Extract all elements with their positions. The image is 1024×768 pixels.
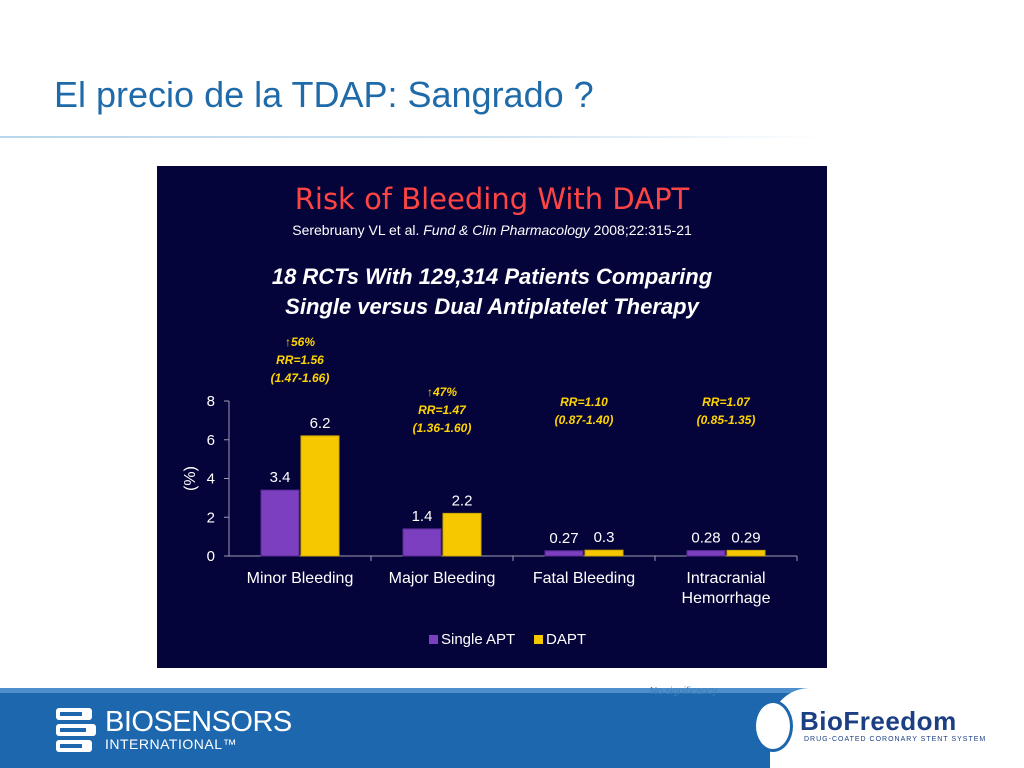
bar-value-label: 0.29 xyxy=(731,529,760,546)
bar-value-label: 6.2 xyxy=(310,415,331,432)
product-logo-subtitle: DRUG-COATED CORONARY STENT SYSTEM xyxy=(804,736,987,743)
slide-title: El precio de la TDAP: Sangrado ? xyxy=(54,74,594,115)
x-category-label: Minor Bleeding xyxy=(247,570,354,587)
subtitle-line-2: Single versus Dual Antiplatelet Therapy xyxy=(285,294,699,319)
rr-annotation-text: ↑56% xyxy=(285,335,315,349)
biosensors-logo-icon xyxy=(56,708,96,752)
y-tick-label: 6 xyxy=(207,432,215,449)
bar-single-apt xyxy=(686,550,726,557)
chart-panel: Risk of Bleeding With DAPT Serebruany VL… xyxy=(157,166,827,668)
footer-logo-area xyxy=(770,688,1024,768)
bar-value-label: 0.3 xyxy=(594,529,615,546)
legend-label: Single APT xyxy=(441,631,515,648)
footer-circle-decoration xyxy=(753,700,793,752)
rr-annotation-text: RR=1.10 xyxy=(560,395,608,409)
x-category-label: Major Bleeding xyxy=(389,570,496,587)
legend-swatch-single-apt xyxy=(429,635,438,644)
brand-name: BIOSENSORS xyxy=(105,706,292,738)
title-divider xyxy=(0,136,830,138)
bar-single-apt xyxy=(402,528,442,557)
bar-value-label: 3.4 xyxy=(270,469,291,486)
y-axis-label: (%) xyxy=(182,466,199,491)
bleeding-bar-chart: 0 2 4 6 8 (%) 3.4 6.2 Minor Bleeding ↑56% RR=1.56 (… xyxy=(182,335,798,648)
citation-ref: 2008;22:315-21 xyxy=(589,222,692,238)
footer-stripe xyxy=(0,688,1024,693)
bar-dapt xyxy=(300,435,340,557)
bar-value-label: 0.27 xyxy=(549,530,578,547)
citation-author: Serebruany VL et al. xyxy=(292,222,424,238)
rr-annotation-text: (0.87-1.40) xyxy=(555,413,614,427)
bar-single-apt xyxy=(544,550,584,557)
x-category-label: Fatal Bleeding xyxy=(533,570,635,587)
bar-value-label: 0.28 xyxy=(691,530,720,547)
footnote-ghost: No significancy xyxy=(650,686,718,697)
bar-value-label: 1.4 xyxy=(412,508,433,525)
y-tick-label: 2 xyxy=(207,509,215,526)
citation: Serebruany VL et al. Fund & Clin Pharmac… xyxy=(157,222,827,238)
rr-annotation-text: RR=1.07 xyxy=(702,395,751,409)
bar-value-label: 2.2 xyxy=(452,492,473,509)
rr-annotation-text: (0.85-1.35) xyxy=(697,413,756,427)
y-tick-label: 8 xyxy=(207,393,215,410)
citation-journal: Fund & Clin Pharmacology xyxy=(423,222,590,238)
bar-dapt xyxy=(584,549,624,557)
rr-annotation-text: ↑47% xyxy=(427,385,457,399)
y-tick-label: 4 xyxy=(207,471,215,488)
panel-title: Risk of Bleeding With DAPT xyxy=(294,182,690,216)
x-category-label: Intracranial xyxy=(686,570,765,587)
x-category-label: Hemorrhage xyxy=(682,590,771,607)
rr-annotation-text: RR=1.56 xyxy=(276,353,324,367)
brand-subtitle: INTERNATIONAL™ xyxy=(105,736,237,752)
legend-swatch-dapt xyxy=(534,635,543,644)
legend-label: DAPT xyxy=(546,631,586,648)
y-tick-label: 0 xyxy=(207,548,215,565)
rr-annotation-text: (1.47-1.66) xyxy=(271,371,330,385)
bar-dapt xyxy=(442,512,482,557)
bar-dapt xyxy=(726,549,766,557)
bar-single-apt xyxy=(260,489,300,557)
rr-annotation-text: (1.36-1.60) xyxy=(413,421,472,435)
product-logo: BioFreedom xyxy=(800,706,957,736)
subtitle-line-1: 18 RCTs With 129,314 Patients Comparing xyxy=(271,264,713,289)
panel-subtitle: 18 RCTs With 129,314 Patients Comparing … xyxy=(157,262,827,322)
rr-annotation-text: RR=1.47 xyxy=(418,403,467,417)
